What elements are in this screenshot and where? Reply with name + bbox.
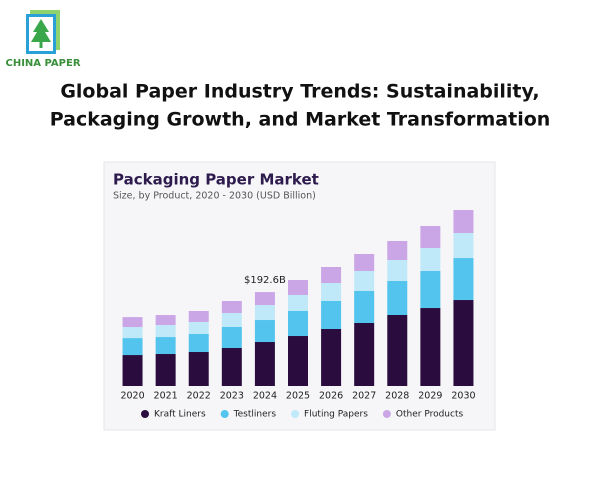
brand: CHINA PAPER — [5, 58, 80, 69]
x-tick-label: 2026 — [319, 391, 343, 402]
x-tick-label: 2025 — [286, 391, 310, 402]
bar-segment — [288, 310, 308, 337]
legend-label: Other Products — [396, 410, 464, 420]
headline: Packaging Growth, and Market Transformat… — [50, 109, 551, 131]
bar-segment — [453, 210, 474, 234]
bar-segment — [354, 271, 375, 292]
x-tick-label: 2021 — [154, 391, 178, 402]
x-tick-label: 2029 — [418, 391, 442, 402]
bar-segment — [254, 292, 275, 306]
logo — [26, 10, 60, 54]
bar-segment — [453, 300, 474, 386]
bar-segment — [221, 348, 242, 386]
bar-segment — [453, 233, 474, 259]
x-tick-label: 2027 — [352, 391, 376, 402]
legend-marker — [382, 410, 391, 418]
chart-subtitle: Size, by Product, 2020 - 2030 (USD Billi… — [113, 191, 316, 202]
bar-segment — [288, 336, 308, 386]
bar-segment — [420, 308, 441, 386]
bar-segment — [188, 322, 209, 335]
x-tick-label: 2028 — [385, 391, 409, 402]
plot: 2020 2021 2022 2023 2024 2025 2026 2027 2028 2029… — [120, 210, 476, 420]
x-tick-label: 2022 — [187, 391, 211, 402]
bar-segment — [221, 326, 242, 349]
bar-segment — [321, 300, 342, 329]
legend-label: Testliners — [233, 410, 277, 420]
bar-segment — [254, 305, 275, 321]
bar-segment — [288, 295, 308, 311]
legend-marker — [141, 410, 149, 418]
x-tick-label: 2024 — [253, 391, 277, 402]
bar-segment — [387, 259, 408, 282]
bar-segment — [354, 291, 375, 323]
bar-segment — [254, 320, 275, 343]
legend-label: Kraft Liners — [154, 410, 206, 420]
bar-segment — [122, 355, 143, 386]
bar-segment — [387, 240, 408, 260]
bar-segment — [321, 283, 342, 301]
bar-segment — [387, 281, 408, 315]
chart-title: Packaging Paper Market — [113, 171, 319, 189]
bar-segment — [155, 337, 176, 355]
bar-segment — [188, 310, 209, 323]
bar-segment — [122, 338, 143, 356]
bar-segment — [155, 315, 176, 326]
bar-segment — [354, 322, 375, 386]
bar-segment — [188, 334, 209, 353]
bar-segment — [387, 314, 408, 386]
bar-segment — [420, 271, 441, 309]
x-tick-label: 2023 — [220, 391, 244, 402]
bar-segment — [321, 328, 342, 386]
bar-segment — [122, 317, 143, 328]
bar-segment — [420, 225, 441, 248]
bar-segment — [155, 325, 176, 338]
bar-segment — [122, 327, 143, 339]
x-tick-label: 2030 — [451, 391, 475, 402]
annotation: $192.6B — [244, 275, 286, 286]
logo-trunk — [39, 42, 43, 48]
bar-segment — [155, 354, 176, 386]
legend-marker — [220, 410, 229, 418]
bar-segment — [188, 352, 209, 386]
bar-segment — [354, 253, 375, 272]
bar-segment — [254, 342, 275, 386]
bar-segment — [221, 312, 242, 327]
bar-segment — [453, 258, 474, 301]
headline: Global Paper Industry Trends: Sustainabi… — [60, 81, 539, 103]
legend-label: Fluting Papers — [304, 410, 368, 420]
bar-segment — [321, 267, 342, 284]
bar-segment — [221, 300, 242, 313]
x-tick-label: 2020 — [120, 391, 144, 402]
logo-tree — [31, 19, 51, 42]
bar-segment — [288, 279, 308, 296]
legend-marker — [291, 410, 300, 418]
bar-segment — [420, 247, 441, 272]
